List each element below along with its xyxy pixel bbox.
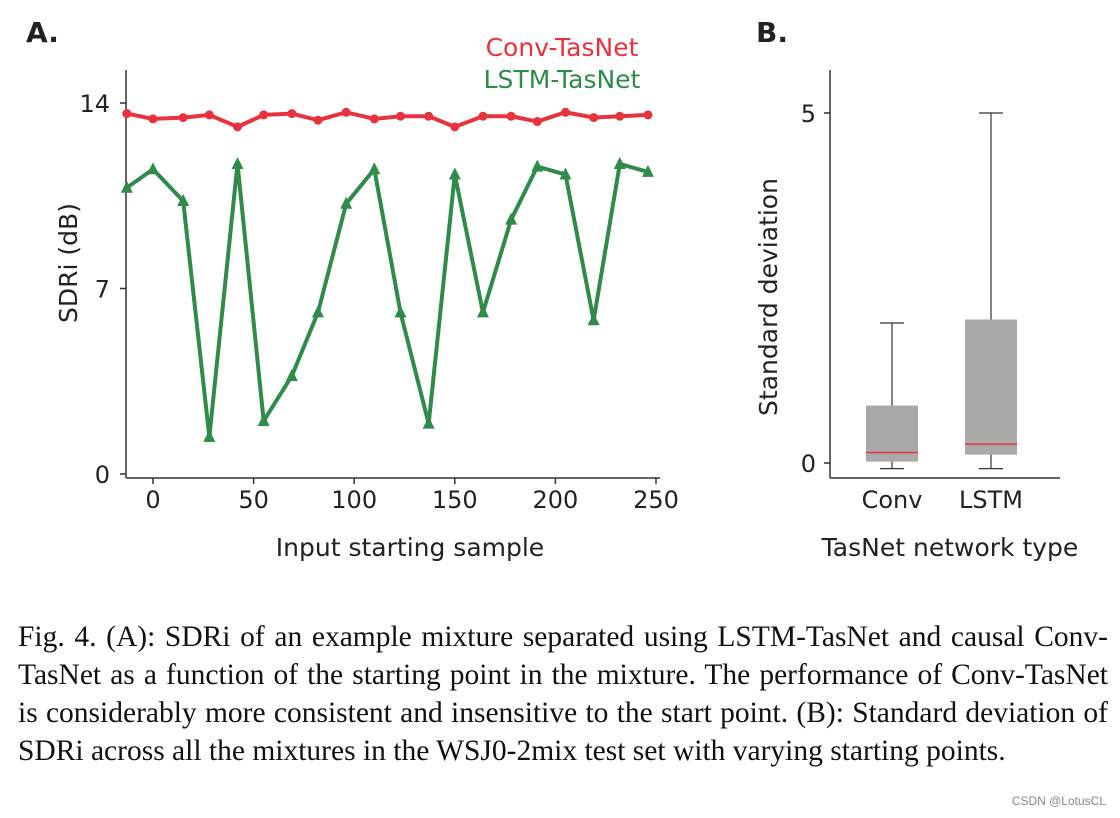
data-point-conv-tasnet — [204, 110, 214, 120]
panel-a-xtick-label: 50 — [238, 486, 269, 514]
data-point-conv-tasnet — [341, 107, 351, 117]
data-point-conv-tasnet — [369, 114, 379, 124]
panel-a-ytick-label: 14 — [79, 90, 110, 118]
data-point-conv-tasnet — [148, 114, 158, 124]
figure-caption: Fig. 4. (A): SDRi of an example mixture … — [18, 621, 1108, 767]
data-point-conv-tasnet — [424, 111, 434, 121]
data-point-conv-tasnet — [615, 111, 625, 121]
panel-a-ylabel: SDRi (dB) — [54, 203, 83, 323]
data-point-lstm-tasnet — [285, 368, 298, 381]
panel-a-label: A. — [26, 16, 59, 49]
data-point-lstm-tasnet — [394, 305, 407, 318]
data-point-lstm-tasnet — [641, 164, 654, 177]
panel-a-xtick-label: 0 — [145, 486, 160, 514]
panel-a-xtick-label: 200 — [532, 486, 578, 514]
data-point-lstm-tasnet — [120, 180, 133, 193]
data-point-conv-tasnet — [233, 122, 243, 132]
panel-a-xtick-label: 250 — [633, 486, 679, 514]
data-point-conv-tasnet — [643, 110, 653, 120]
data-point-conv-tasnet — [287, 109, 297, 119]
data-point-lstm-tasnet — [448, 167, 461, 180]
data-point-lstm-tasnet — [368, 162, 381, 175]
data-point-conv-tasnet — [532, 117, 542, 127]
data-point-conv-tasnet — [478, 111, 488, 121]
data-point-lstm-tasnet — [231, 156, 244, 169]
series-line-lstm-tasnet — [125, 161, 649, 439]
data-point-conv-tasnet — [259, 110, 269, 120]
data-point-conv-tasnet — [560, 107, 570, 117]
panel-b-ytick-label: 5 — [801, 100, 816, 128]
panel-a-ytick-label: 7 — [95, 276, 110, 304]
data-point-conv-tasnet — [178, 113, 188, 123]
panel-a-ytick-label: 0 — [95, 461, 110, 489]
data-point-lstm-tasnet — [587, 313, 600, 326]
legend-conv-tasnet: Conv-TasNet — [486, 33, 639, 62]
data-point-lstm-tasnet — [177, 194, 190, 207]
data-point-conv-tasnet — [450, 122, 460, 132]
panel-b-xtick-label: Conv — [862, 486, 923, 514]
panel-a-xtick-label: 100 — [331, 486, 377, 514]
data-point-lstm-tasnet — [531, 159, 544, 172]
series-line-conv-tasnet — [126, 110, 649, 129]
data-point-lstm-tasnet — [476, 305, 489, 318]
data-point-lstm-tasnet — [147, 162, 159, 175]
watermark: CSDN @LotusCL — [1011, 794, 1106, 808]
data-point-lstm-tasnet — [203, 429, 216, 442]
panel-b-ytick-label: 0 — [801, 450, 816, 478]
data-point-conv-tasnet — [506, 111, 516, 121]
box-lstm — [965, 319, 1017, 455]
panel-b: B. 0 5 Conv LSTM TasNet network type Stand… — [754, 16, 1078, 562]
data-point-conv-tasnet — [122, 109, 132, 119]
panel-b-label: B. — [756, 16, 788, 49]
data-point-conv-tasnet — [395, 111, 405, 121]
data-point-lstm-tasnet — [613, 156, 626, 169]
data-point-lstm-tasnet — [340, 196, 353, 209]
data-point-lstm-tasnet — [257, 414, 270, 426]
panel-a-xtick-label: 150 — [432, 486, 478, 514]
data-point-conv-tasnet — [313, 115, 323, 125]
panel-b-xlabel: TasNet network type — [821, 533, 1079, 562]
data-point-lstm-tasnet — [422, 416, 435, 429]
panel-b-ylabel: Standard deviation — [754, 178, 783, 416]
data-point-lstm-tasnet — [311, 305, 324, 318]
data-point-lstm-tasnet — [505, 212, 518, 225]
data-point-conv-tasnet — [589, 113, 599, 123]
data-point-lstm-tasnet — [559, 167, 572, 180]
legend-lstm-tasnet: LSTM-TasNet — [484, 65, 641, 94]
panel-a-xlabel: Input starting sample — [276, 533, 544, 562]
panel-a: A. 0 50 100 150 200 250 0 7 14 Input starting s… — [26, 16, 679, 562]
panel-b-xtick-label: LSTM — [959, 486, 1023, 514]
